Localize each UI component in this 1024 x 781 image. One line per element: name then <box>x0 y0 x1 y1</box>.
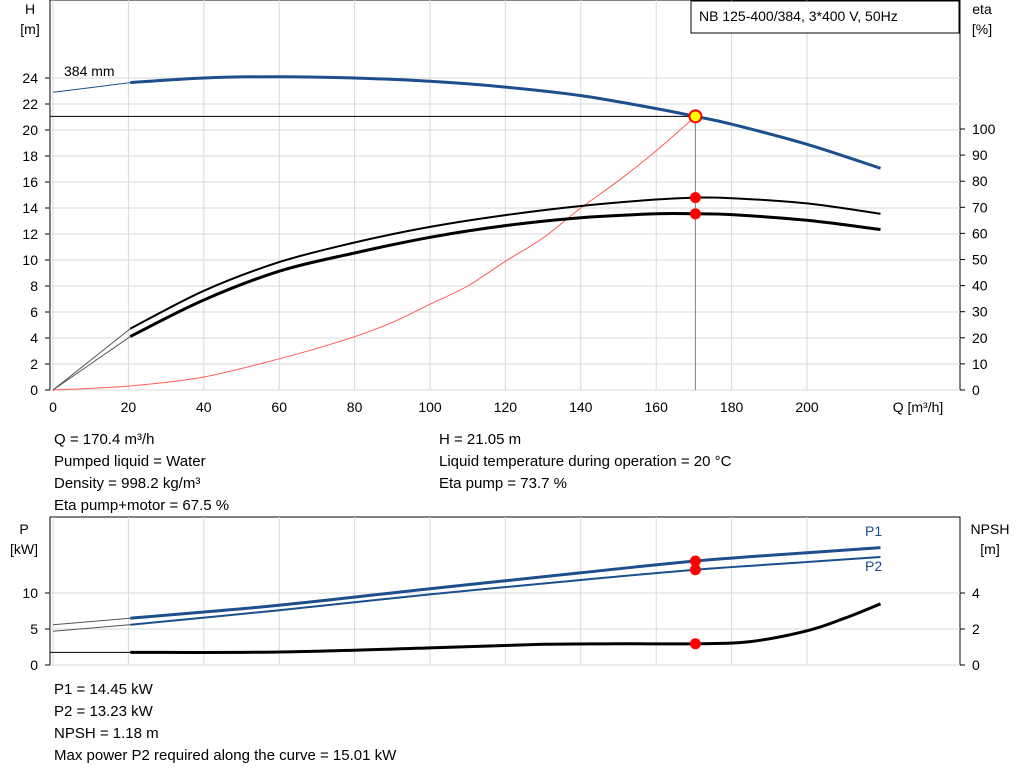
h-tick-label: 14 <box>22 200 38 216</box>
npsh-duty-marker <box>689 638 701 650</box>
p2-curve <box>130 556 881 626</box>
p2-series-label: P2 <box>865 558 882 574</box>
max-power-readout: Max power P2 required along the curve = … <box>54 747 397 764</box>
top-tick-labels: 0 20 40 60 80 100 120 140 160 180 2000246810121416… <box>22 70 995 415</box>
q-tick-label: 120 <box>494 399 518 415</box>
h-tick-label: 0 <box>30 382 38 398</box>
q-tick-label: 60 <box>271 399 287 415</box>
npsh-tick-label: 0 <box>972 657 980 673</box>
q-tick-label: 100 <box>418 399 442 415</box>
h-axis-label: H <box>25 1 35 17</box>
h-tick-label: 24 <box>22 70 38 86</box>
bottom-series-group <box>50 546 882 654</box>
q-tick-label: 160 <box>645 399 669 415</box>
npsh-tick-label: 4 <box>972 585 980 601</box>
npsh-axis-label: NPSH <box>971 521 1010 537</box>
top-grid <box>45 0 965 391</box>
eta-tick-label: 60 <box>972 225 988 241</box>
q-tick-label: 80 <box>347 399 363 415</box>
p-tick-label: 5 <box>30 621 38 637</box>
eta-tick-label: 50 <box>972 252 988 268</box>
h-tick-label: 8 <box>30 278 38 294</box>
eta-axis-unit: [%] <box>972 21 992 37</box>
eta-pump-readout: Eta pump = 73.7 % <box>439 475 567 492</box>
h-tick-label: 12 <box>22 226 38 242</box>
head-curve-extension <box>52 82 131 93</box>
h-tick-label: 4 <box>30 330 38 346</box>
eta-pump-duty-marker <box>689 192 701 204</box>
duty-info-left: Q = 170.4 m³/h Pumped liquid = Water Den… <box>54 429 229 517</box>
q-tick-label: 0 <box>49 399 57 415</box>
q-axis-label: Q [m³/h] <box>893 399 944 415</box>
npsh-curve <box>130 602 882 654</box>
eta-tick-label: 0 <box>972 382 980 398</box>
h-tick-label: 16 <box>22 174 38 190</box>
eta-tick-label: 100 <box>972 121 996 137</box>
impeller-diameter-label: 384 mm <box>64 63 115 79</box>
eta-tick-label: 30 <box>972 304 988 320</box>
eta-tick-label: 80 <box>972 173 988 189</box>
p2-duty-marker <box>689 564 701 576</box>
legend-box <box>690 0 960 34</box>
p1-curve <box>130 546 881 620</box>
liquid-temperature-readout: Liquid temperature during operation = 20… <box>439 453 732 470</box>
q-tick-label: 40 <box>196 399 212 415</box>
eta_total-curve <box>129 212 881 338</box>
legend-box-text: NB 125-400/384, 3*400 V, 50Hz <box>699 8 898 24</box>
q-tick-label: 140 <box>569 399 593 415</box>
eta-tick-label: 40 <box>972 278 988 294</box>
p1-duty-marker <box>689 555 701 567</box>
q-tick-label: 180 <box>720 399 744 415</box>
npsh-readout: NPSH = 1.18 m <box>54 725 159 742</box>
duty-point-marker <box>688 109 703 124</box>
eta-tick-label: 20 <box>972 330 988 346</box>
npsh-tick-label: 2 <box>972 621 980 637</box>
p-axis-label: P <box>19 521 28 537</box>
eta-total-readout: Eta pump+motor = 67.5 % <box>54 497 230 514</box>
power-info: P1 = 14.45 kW P2 = 13.23 kW NPSH = 1.18 … <box>54 679 396 767</box>
top-series-group <box>50 75 881 391</box>
duty-info-right: H = 21.05 m Liquid temperature during op… <box>439 429 731 495</box>
p2-readout: P2 = 13.23 kW <box>54 703 153 720</box>
eta-total-duty-marker <box>689 208 701 220</box>
q-tick-label: 20 <box>121 399 137 415</box>
eta-tick-label: 10 <box>972 356 988 372</box>
p-tick-label: 0 <box>30 657 38 673</box>
h-tick-label: 2 <box>30 356 38 372</box>
q-tick-label: 200 <box>795 399 819 415</box>
head-readout: H = 21.05 m <box>439 431 522 448</box>
bottom-tick-labels: 0 5 10 0 2 4 <box>22 585 980 673</box>
system-curve <box>52 116 696 391</box>
density-readout: Density = 998.2 kg/m³ <box>54 475 201 492</box>
pumped-liquid-readout: Pumped liquid = Water <box>54 453 206 470</box>
h-tick-label: 10 <box>22 252 38 268</box>
flow-readout: Q = 170.4 m³/h <box>54 431 155 448</box>
head-curve <box>130 75 881 170</box>
h-axis-unit: [m] <box>20 21 39 37</box>
h-tick-label: 20 <box>22 122 38 138</box>
eta-axis-label: eta <box>972 1 992 17</box>
p-axis-unit: [kW] <box>10 541 38 557</box>
h-tick-label: 6 <box>30 304 38 320</box>
p1-readout: P1 = 14.45 kW <box>54 681 153 698</box>
p2-curve-extension <box>52 624 131 632</box>
eta-tick-label: 70 <box>972 199 988 215</box>
h-tick-label: 18 <box>22 148 38 164</box>
eta_total-curve-extension <box>52 336 131 391</box>
p-tick-label: 10 <box>22 585 38 601</box>
h-tick-label: 22 <box>22 96 38 112</box>
npsh-axis-unit: [m] <box>980 541 999 557</box>
p1-series-label: P1 <box>865 523 882 539</box>
eta_pump-curve <box>129 196 881 330</box>
p1-curve-extension <box>52 617 131 626</box>
eta-tick-label: 90 <box>972 147 988 163</box>
bottom-grid <box>45 517 965 666</box>
